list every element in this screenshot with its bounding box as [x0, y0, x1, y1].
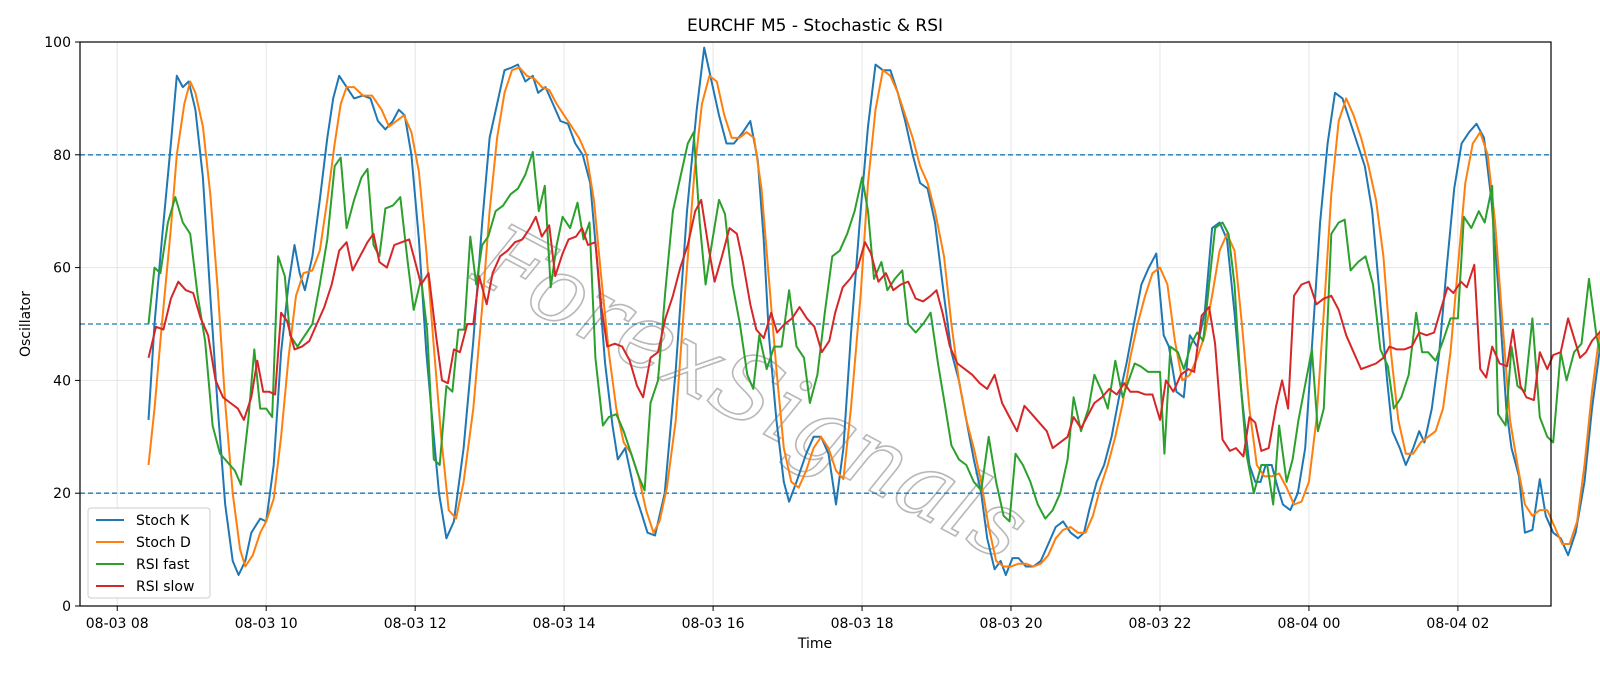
legend-label-rsi-fast: RSI fast [136, 557, 190, 573]
x-axis-label: Time [797, 636, 832, 652]
x-tick-label-7: 08-03 22 [1128, 616, 1191, 632]
legend-label-rsi-slow: RSI slow [136, 579, 194, 595]
legend-label-stoch-d: Stoch D [136, 535, 191, 551]
x-tick-label-1: 08-03 10 [235, 616, 298, 632]
y-tick-label-3: 60 [53, 261, 71, 277]
x-tick-label-2: 08-03 12 [384, 616, 447, 632]
legend-box [87, 507, 211, 599]
plot-frame [79, 41, 1552, 607]
x-tick-label-3: 08-03 14 [533, 616, 596, 632]
y-tick-label-5: 100 [44, 35, 71, 51]
x-tick-label-5: 08-03 18 [831, 616, 894, 632]
x-tick-label-6: 08-03 20 [980, 616, 1043, 632]
x-tick-label-9: 08-04 02 [1426, 616, 1489, 632]
series-line-rsi-slow [147, 198, 1600, 458]
chart-title: EURCHF M5 - Stochastic & RSI [687, 16, 943, 36]
series-line-stoch-k [147, 46, 1600, 576]
y-tick-label-4: 80 [53, 148, 71, 164]
y-tick-label-2: 40 [53, 373, 71, 389]
series-group [147, 46, 1600, 576]
x-axis: 08-03 08 08-03 10 08-03 12 08-03 14 08-03 16… [86, 606, 1489, 632]
y-tick-label-0: 0 [62, 599, 71, 615]
x-tick-label-8: 08-04 00 [1277, 616, 1340, 632]
series-line-rsi-fast [147, 131, 1600, 523]
legend: Stoch K Stoch D RSI fast RSI slow [87, 507, 211, 599]
legend-label-stoch-k: Stoch K [136, 513, 190, 529]
x-tick-label-0: 08-03 08 [86, 616, 149, 632]
y-tick-label-1: 20 [53, 486, 71, 502]
reference-lines [80, 154, 1551, 494]
x-tick-label-4: 08-03 16 [682, 616, 745, 632]
y-axis-label: Oscillator [18, 291, 34, 357]
y-axis: 0 20 40 60 80 100 [44, 35, 80, 615]
series-line-stoch-d [147, 66, 1600, 568]
